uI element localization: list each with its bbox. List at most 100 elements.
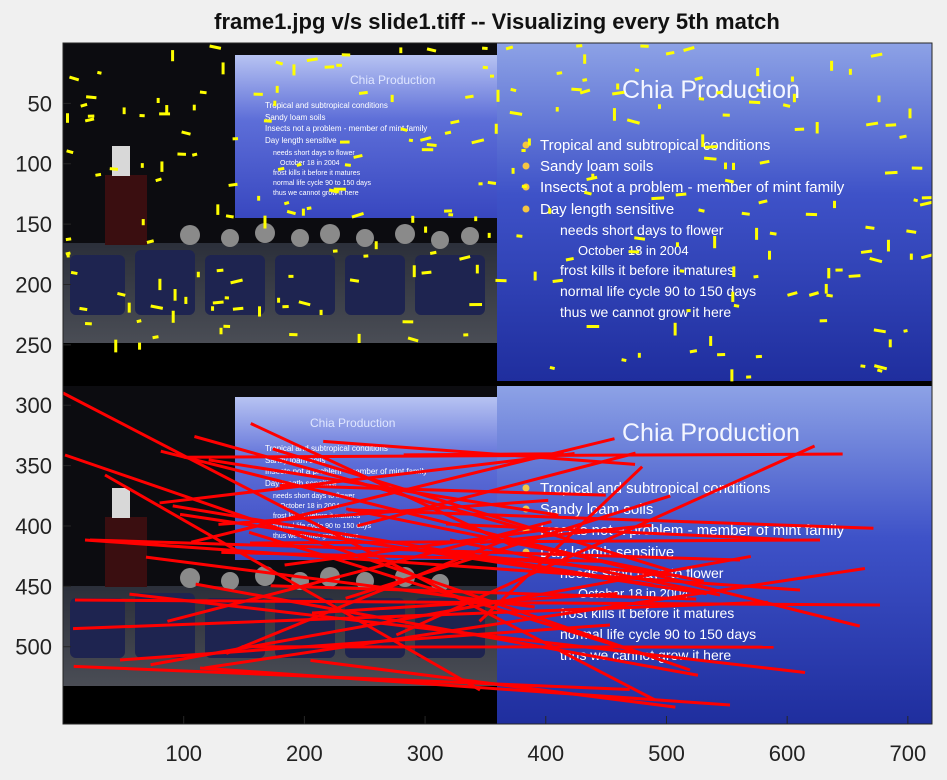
match-line (64, 453, 691, 672)
match-line (221, 550, 604, 563)
keypoint-marker (419, 136, 432, 142)
left-bullet-2: Sandy loam soils (265, 113, 325, 122)
keypoint-marker (344, 163, 352, 167)
axes-border (62, 42, 933, 725)
match-line (179, 512, 708, 596)
bottom-right-slide-title: Chia Production (622, 419, 800, 447)
keypoint-marker (884, 170, 898, 175)
keypoint-marker (487, 180, 497, 185)
keypoint-marker (873, 328, 886, 334)
bottom-right-sub-4: normal life cycle 90 to 150 days (560, 626, 756, 642)
x-tick-label: 700 (890, 741, 927, 766)
figure-title: frame1.jpg v/s slide1.tiff -- Visualizin… (214, 9, 780, 34)
match-line (129, 592, 806, 675)
keypoint-marker (209, 44, 222, 50)
keypoint-marker (571, 87, 582, 92)
keypoint-marker (146, 239, 155, 244)
match-line (104, 473, 481, 692)
keypoint-marker (109, 167, 119, 171)
right-bullet-1: Tropical and subtropical conditions (540, 137, 770, 154)
keypoint-marker (634, 236, 646, 241)
keypoint-marker (689, 349, 698, 354)
bottom-left-sub-1: needs short days to flower (273, 493, 355, 500)
keypoint-marker (756, 88, 763, 93)
match-line (183, 452, 843, 459)
match-line (208, 458, 559, 517)
left-bullet-3: Insects not a problem - member of mint f… (265, 124, 427, 133)
keypoint-marker (283, 201, 290, 206)
keypoint-marker (741, 211, 750, 216)
plot-axes: Chia Production Tropical and subtropical… (63, 43, 932, 724)
bottom-left-bullet-1: Tropical and subtropical conditions (265, 444, 388, 453)
keypoint-marker (263, 119, 272, 123)
keypoint-marker (626, 118, 640, 125)
y-tick-label: 100 (15, 152, 52, 177)
y-tick-label: 250 (15, 333, 52, 358)
keypoint-marker (865, 121, 879, 127)
speaker (112, 146, 130, 176)
match-line (311, 592, 618, 615)
keypoint-marker (675, 192, 687, 197)
y-tick-label: 50 (28, 91, 52, 116)
keypoint-marker (903, 329, 908, 333)
y-tick-label: 350 (15, 454, 52, 479)
keypoint-marker (349, 278, 360, 283)
left-sub-3: frost kills it before it matures (273, 170, 361, 177)
match-lines (63, 391, 881, 709)
x-axis: 100 200 300 400 500 600 700 (165, 716, 926, 766)
keypoint-marker (277, 166, 285, 172)
keypoint-marker (66, 149, 74, 155)
keypoint-marker (913, 198, 919, 203)
keypoint-marker (565, 256, 574, 262)
left-sub-1: needs short days to flower (273, 150, 355, 157)
keypoint-marker (152, 335, 159, 340)
keypoint-marker (225, 214, 234, 219)
match-line (249, 538, 821, 545)
keypoint-marker (826, 293, 833, 298)
y-axis: 50 100 150 200 250 300 350 400 450 500 (15, 91, 71, 660)
keypoint-marker (759, 159, 770, 165)
keypoint-markers (65, 44, 932, 382)
keypoint-marker (298, 300, 311, 307)
top-left-video-frame: Chia Production Tropical and subtropical… (63, 43, 497, 386)
keypoint-marker (444, 130, 452, 135)
x-tick-label: 500 (648, 741, 685, 766)
keypoint-marker (70, 270, 78, 276)
right-sub-5: thus we cannot grow it here (560, 304, 731, 320)
keypoint-marker (860, 364, 866, 368)
keypoint-marker (876, 368, 883, 373)
keypoint-marker (85, 95, 97, 100)
keypoint-marker (516, 234, 523, 238)
match-line (479, 523, 652, 545)
keypoint-marker (899, 134, 907, 139)
match-line (145, 555, 535, 609)
keypoint-marker (306, 57, 318, 63)
match-line (272, 447, 673, 573)
match-line (270, 584, 697, 601)
keypoint-marker (426, 47, 437, 53)
keypoint-marker (199, 90, 207, 95)
keypoint-marker (351, 212, 364, 219)
keypoint-marker (465, 94, 474, 99)
right-sub-3: frost kills it before it matures (560, 262, 734, 278)
match-line (449, 538, 721, 597)
keypoint-marker (906, 229, 917, 234)
left-slide-title: Chia Production (350, 73, 435, 87)
keypoint-marker (117, 291, 126, 297)
podium (105, 175, 147, 245)
keypoint-marker (733, 303, 740, 308)
match-line (225, 540, 502, 655)
keypoint-marker (65, 237, 72, 242)
keypoint-marker (621, 358, 627, 363)
keypoint-marker (212, 300, 224, 305)
keypoint-marker (848, 274, 861, 278)
keypoint-marker (748, 100, 761, 105)
match-line (310, 658, 676, 709)
match-line (279, 483, 606, 497)
keypoint-marker (296, 162, 302, 167)
keypoint-marker (450, 119, 460, 125)
keypoint-marker (576, 44, 583, 48)
top-right-slide-image: Chia Production Tropical and subtropical… (497, 43, 932, 381)
keypoint-marker (698, 97, 705, 101)
y-tick-label: 400 (15, 514, 52, 539)
